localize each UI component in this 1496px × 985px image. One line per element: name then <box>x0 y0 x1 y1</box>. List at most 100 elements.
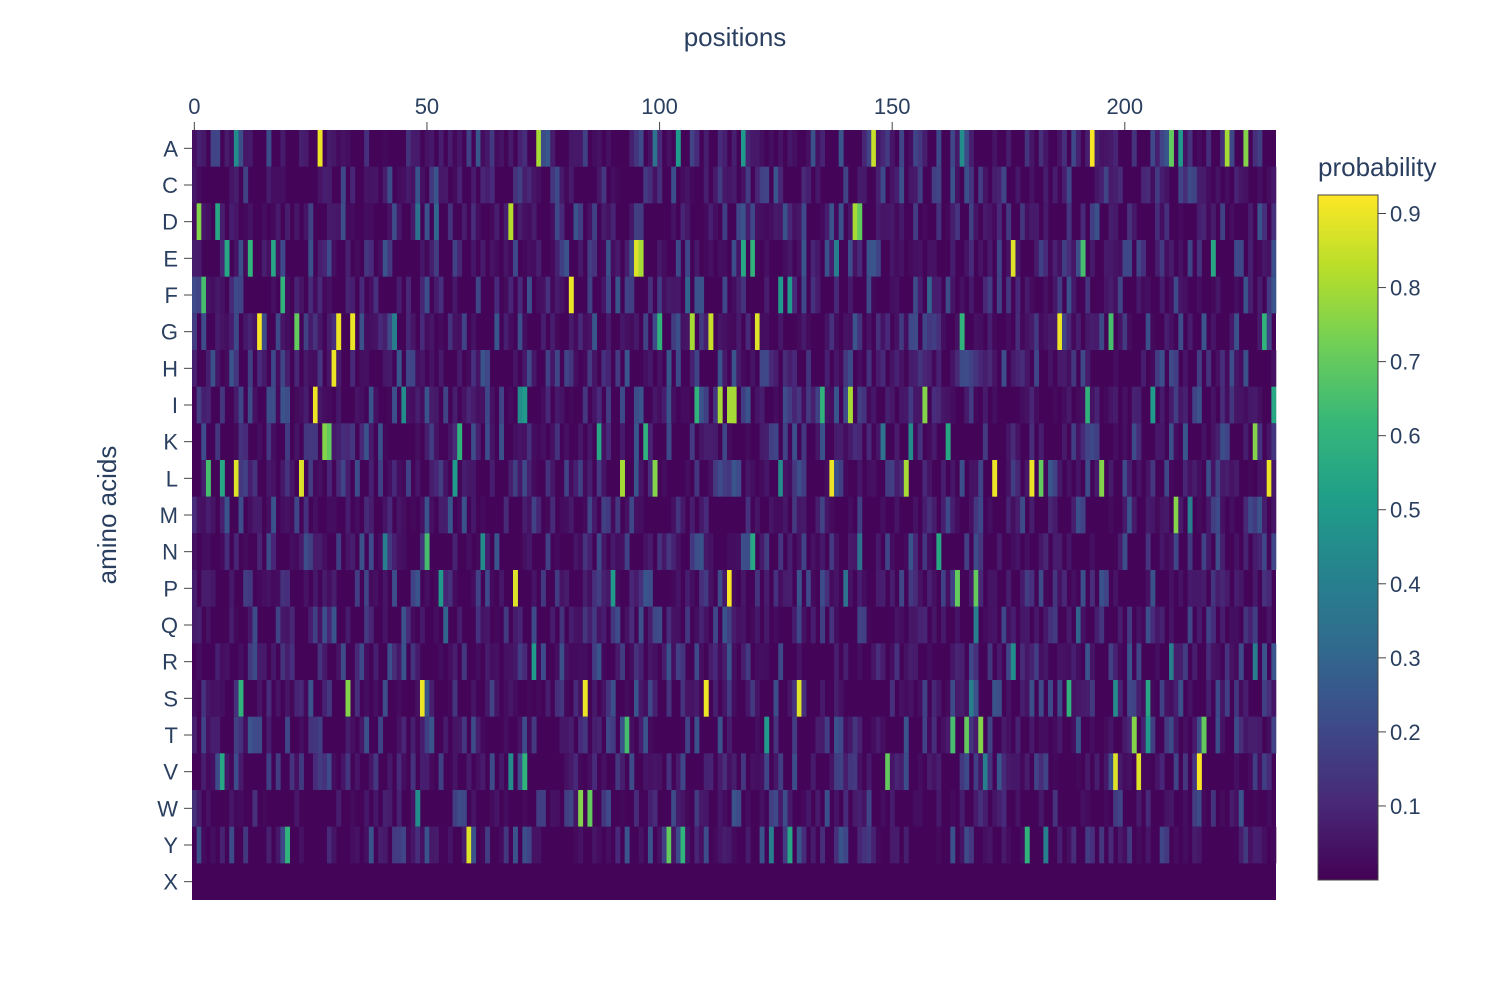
heatmap-cell <box>1038 533 1044 570</box>
heatmap-cell <box>1113 350 1119 387</box>
heatmap-cell <box>847 350 853 387</box>
heatmap-cell <box>996 166 1002 204</box>
heatmap-cell <box>671 533 677 570</box>
heatmap-cell <box>517 386 523 424</box>
heatmap-cell <box>1006 716 1012 754</box>
heatmap-cell <box>192 203 197 240</box>
heatmap-cell <box>703 606 709 644</box>
heatmap-cell <box>1066 166 1072 204</box>
heatmap-cell <box>689 166 695 204</box>
heatmap-cell <box>447 680 453 717</box>
heatmap-cell <box>243 423 249 460</box>
heatmap-cell <box>880 350 886 387</box>
heatmap-cell <box>647 680 653 717</box>
heatmap-cell <box>978 570 984 607</box>
heatmap-cell <box>1061 386 1067 424</box>
y-tick-label: F <box>165 283 178 308</box>
heatmap-cell <box>550 460 556 497</box>
heatmap-cell <box>857 166 863 204</box>
heatmap-cell <box>824 386 830 424</box>
heatmap-cell <box>406 130 411 167</box>
heatmap-cell <box>685 276 691 314</box>
heatmap-cell <box>1136 790 1142 827</box>
heatmap-cell <box>252 496 258 534</box>
heatmap-cell <box>606 570 612 607</box>
heatmap-cell <box>1215 166 1221 204</box>
heatmap-cell <box>508 276 514 314</box>
heatmap-cell <box>1159 680 1165 717</box>
heatmap-cell <box>820 386 826 424</box>
heatmap-cell <box>568 166 574 204</box>
heatmap-cell <box>1089 423 1095 460</box>
y-tick-label: X <box>163 870 178 895</box>
heatmap-cell <box>1210 386 1216 424</box>
heatmap-cell <box>671 606 677 644</box>
heatmap-cell <box>550 496 556 534</box>
heatmap-cell <box>587 496 593 534</box>
heatmap-cell <box>875 716 881 754</box>
heatmap-cell <box>1192 643 1198 680</box>
heatmap-cell <box>466 386 472 424</box>
heatmap-cell <box>913 606 919 644</box>
heatmap-cell <box>336 386 342 424</box>
heatmap-cell <box>247 386 253 424</box>
heatmap-cell <box>1220 460 1226 497</box>
heatmap-cell <box>252 643 258 680</box>
heatmap-cell <box>1080 203 1086 240</box>
heatmap-cell <box>954 496 960 534</box>
heatmap-cell <box>1061 423 1067 460</box>
heatmap-cell <box>903 716 909 754</box>
heatmap-cell <box>424 496 430 534</box>
heatmap-cell <box>1169 460 1174 497</box>
heatmap-cell <box>768 423 774 460</box>
heatmap-cell <box>559 166 565 204</box>
heatmap-cell <box>806 166 812 204</box>
heatmap-cell <box>740 386 746 424</box>
heatmap-cell <box>610 203 616 240</box>
heatmap-cell <box>238 460 244 497</box>
heatmap-cell <box>1155 350 1160 387</box>
heatmap-cell <box>889 240 895 277</box>
heatmap-cell <box>968 460 974 497</box>
heatmap-cell <box>1117 790 1123 827</box>
heatmap-cell <box>1006 240 1012 277</box>
heatmap-cell <box>927 496 933 534</box>
heatmap-cell <box>927 716 933 754</box>
heatmap-cells <box>192 130 1277 900</box>
heatmap-cell <box>861 386 867 424</box>
heatmap-cell <box>1220 716 1226 754</box>
heatmap-cell <box>354 386 360 424</box>
heatmap-cell <box>308 606 314 644</box>
heatmap-cell <box>596 460 602 497</box>
heatmap-cell <box>489 753 495 790</box>
heatmap-cell <box>871 826 877 864</box>
heatmap-cell <box>289 680 295 717</box>
heatmap-cell <box>713 203 719 240</box>
heatmap-cell <box>308 276 314 314</box>
heatmap-cell <box>410 203 416 240</box>
heatmap-cell <box>959 753 965 790</box>
heatmap-cell <box>1164 716 1170 754</box>
heatmap-cell <box>927 570 933 607</box>
heatmap-cell <box>1145 533 1151 570</box>
heatmap-cell <box>503 790 509 827</box>
heatmap-cell <box>880 643 886 680</box>
heatmap-cell <box>378 313 384 350</box>
heatmap-cell <box>978 753 984 790</box>
heatmap-cell <box>778 460 784 497</box>
heatmap-cell <box>610 570 616 607</box>
heatmap-cell <box>1043 460 1049 497</box>
y-tick-label: P <box>163 576 178 601</box>
heatmap-cell <box>238 716 244 754</box>
heatmap-cell <box>894 606 900 644</box>
heatmap-cell <box>834 606 839 644</box>
heatmap-cell <box>1075 680 1081 717</box>
heatmap-cell <box>750 460 756 497</box>
heatmap-cell <box>736 790 742 827</box>
heatmap-cell <box>992 790 998 827</box>
heatmap-cell <box>964 716 970 754</box>
heatmap-cell <box>1178 386 1184 424</box>
heatmap-cell <box>1266 423 1272 460</box>
heatmap-cell <box>1164 533 1170 570</box>
heatmap-cell <box>1271 460 1277 497</box>
